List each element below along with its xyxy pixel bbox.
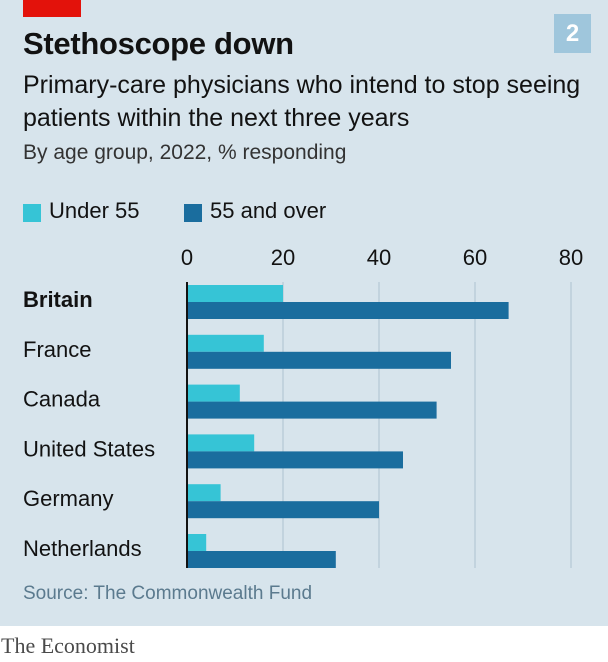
bar-britain-under-55 [187,285,283,302]
category-label-britain: Britain [23,287,93,312]
publisher-logo: The Economist [1,633,135,658]
category-label-united-states: United States [23,436,155,461]
legend-swatch-under-55 [23,204,41,222]
bar-chart: 0 20 40 60 80 Britain France Canada United State… [23,245,583,568]
chart-subtitle: Primary-care physicians who intend to st… [23,71,581,132]
category-label-netherlands: Netherlands [23,536,142,561]
legend-label-under-55: Under 55 [49,198,140,223]
x-tick-label-40: 40 [367,245,391,270]
bar-britain-55-and-over [187,302,509,319]
category-label-canada: Canada [23,387,101,412]
bar-netherlands-55-and-over [187,551,336,568]
chart-number-badge: 2 [554,14,591,53]
bar-netherlands-under-55 [187,534,207,551]
x-tick-label-20: 20 [271,245,295,270]
bar-germany-under-55 [187,484,221,502]
x-tick-label-80: 80 [559,245,583,270]
brand-red-tag [23,0,81,17]
bar-united-states-under-55 [187,434,255,452]
bar-canada-under-55 [187,384,240,402]
x-tick-label-60: 60 [463,245,487,270]
bar-germany-55-and-over [187,501,379,519]
bar-france-under-55 [187,334,264,352]
bar-france-55-and-over [187,351,451,369]
legend-swatch-55-and-over [184,204,202,222]
x-tick-label-0: 0 [181,245,193,270]
legend-label-55-and-over: 55 and over [210,198,327,223]
category-label-germany: Germany [23,486,113,511]
bar-canada-55-and-over [187,401,437,419]
source-note: Source: The Commonwealth Fund [23,583,313,604]
chart-note: By age group, 2022, % responding [23,141,347,164]
category-label-france: France [23,337,91,362]
chart-title: Stethoscope down [23,26,294,61]
bar-united-states-55-and-over [187,451,403,469]
